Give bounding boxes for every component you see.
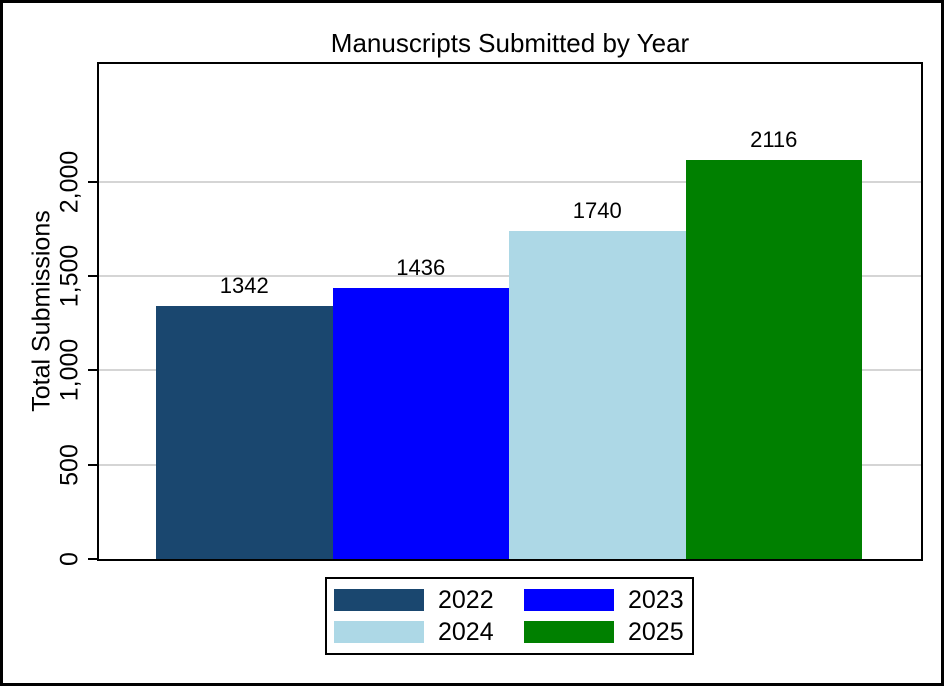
ytick-label-2000: 2,000 — [55, 150, 84, 214]
bar-2024 — [509, 230, 686, 559]
ytick-500 — [88, 463, 97, 466]
legend-swatch-2025 — [524, 621, 614, 643]
legend-label-2022: 2022 — [438, 586, 494, 614]
ytick-label-1000: 1,000 — [55, 339, 84, 402]
legend-swatch-2024 — [334, 621, 424, 643]
ytick-1000 — [88, 369, 97, 372]
legend-label-2024: 2024 — [438, 618, 494, 646]
chart-title: Manuscripts Submitted by Year — [330, 28, 690, 58]
ytick-label-0: 0 — [55, 552, 84, 566]
bar-2025 — [685, 159, 862, 559]
legend-label-2025: 2025 — [628, 618, 684, 646]
legend-entry-2023: 2023 — [524, 586, 699, 614]
gridline-2000 — [99, 180, 921, 183]
legend-label-2023: 2023 — [628, 586, 684, 614]
ytick-label-1500: 1,500 — [55, 244, 84, 308]
bar-value-label-2024: 1740 — [572, 197, 622, 223]
bar-2023 — [332, 288, 509, 559]
ytick-label-500: 500 — [55, 443, 84, 486]
ytick-2000 — [88, 180, 97, 183]
legend: 2022 2023 2024 2025 — [325, 577, 694, 655]
legend-swatch-2023 — [524, 589, 614, 611]
legend-entry-2022: 2022 — [334, 586, 524, 614]
plot-area: 1342 1436 1740 2116 — [97, 62, 923, 561]
legend-swatch-2022 — [334, 589, 424, 611]
bar-2022 — [156, 305, 333, 559]
ytick-0 — [88, 558, 97, 560]
bar-value-label-2022: 1342 — [219, 272, 269, 298]
legend-entry-2025: 2025 — [524, 618, 699, 646]
legend-entry-2024: 2024 — [334, 618, 524, 646]
y-axis-title: Total Submissions — [27, 210, 56, 412]
bar-value-label-2025: 2116 — [750, 126, 798, 152]
bar-value-label-2023: 1436 — [396, 255, 446, 281]
ytick-1500 — [88, 275, 97, 278]
